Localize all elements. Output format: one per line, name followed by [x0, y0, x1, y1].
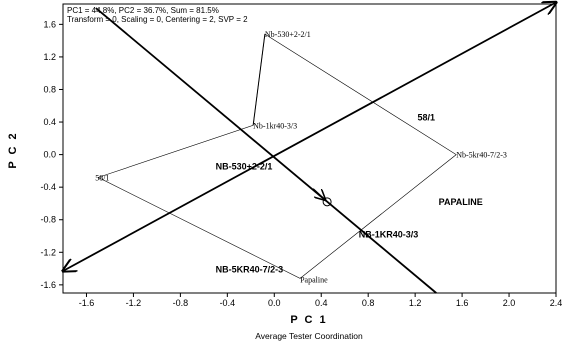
- ate-axes: [63, 2, 556, 294]
- entry-label: NB-1KR40-3/3: [359, 230, 419, 240]
- tester-label: Papaline: [300, 275, 328, 284]
- entry-label: NB-530+2-2/1: [216, 161, 273, 171]
- y-tick-label: -0.8: [40, 215, 56, 225]
- x-tick-label: 2.0: [503, 298, 516, 308]
- y-axis-label: P C 2: [7, 131, 19, 168]
- y-tick-label: 0.4: [43, 117, 56, 127]
- x-tick-label: -1.2: [126, 298, 142, 308]
- x-axis-label: P C 1: [290, 314, 327, 326]
- x-tick-label: 0.8: [362, 298, 375, 308]
- tester-label: Nb-530+2-2/1: [265, 30, 311, 39]
- y-tick-label: 0.8: [43, 84, 56, 94]
- y-tick-label: 1.2: [43, 52, 56, 62]
- entry-label: 58/1: [417, 112, 435, 122]
- x-tick-label: -1.6: [79, 298, 95, 308]
- ate-ordinate-line: [95, 7, 437, 294]
- tester-label: 58/1: [95, 173, 109, 182]
- header-line-1: PC1 = 44.8%, PC2 = 36.7%, Sum = 81.5%: [67, 6, 219, 15]
- entry-label: PAPALINE: [439, 197, 483, 207]
- tester-connector: [252, 34, 266, 126]
- plot-frame: [62, 3, 557, 294]
- x-tick-label: -0.8: [173, 298, 189, 308]
- x-tick-label: -0.4: [220, 298, 236, 308]
- x-tick-label: 1.6: [456, 298, 469, 308]
- x-tick-label: 1.2: [409, 298, 422, 308]
- x-tick-label: 0.4: [315, 298, 328, 308]
- average-tester-arrow: [312, 188, 325, 200]
- average-tester-marker: [322, 197, 332, 207]
- y-tick-label: 1.6: [43, 19, 56, 29]
- tester-label: Nb-5kr40-7/2-3: [456, 151, 507, 160]
- tester-label: Nb-1kr40-3/3: [253, 121, 297, 130]
- entry-label: NB-5KR40-7/2-3: [216, 265, 284, 275]
- y-tick-label: -1.6: [40, 280, 56, 290]
- tester-polygon: [97, 33, 457, 279]
- x-tick-label: 2.4: [550, 298, 563, 308]
- chart-subtitle: Average Tester Coordination: [255, 331, 363, 341]
- ate-abscissa-line: [63, 2, 556, 271]
- x-tick-label: 0.0: [268, 298, 281, 308]
- y-tick-label: 0.0: [43, 150, 56, 160]
- y-tick-label: -0.4: [40, 182, 56, 192]
- header-line-2: Transform = 0, Scaling = 0, Centering = …: [67, 15, 248, 24]
- polygon-lines: [97, 33, 457, 279]
- y-tick-label: -1.2: [40, 247, 56, 257]
